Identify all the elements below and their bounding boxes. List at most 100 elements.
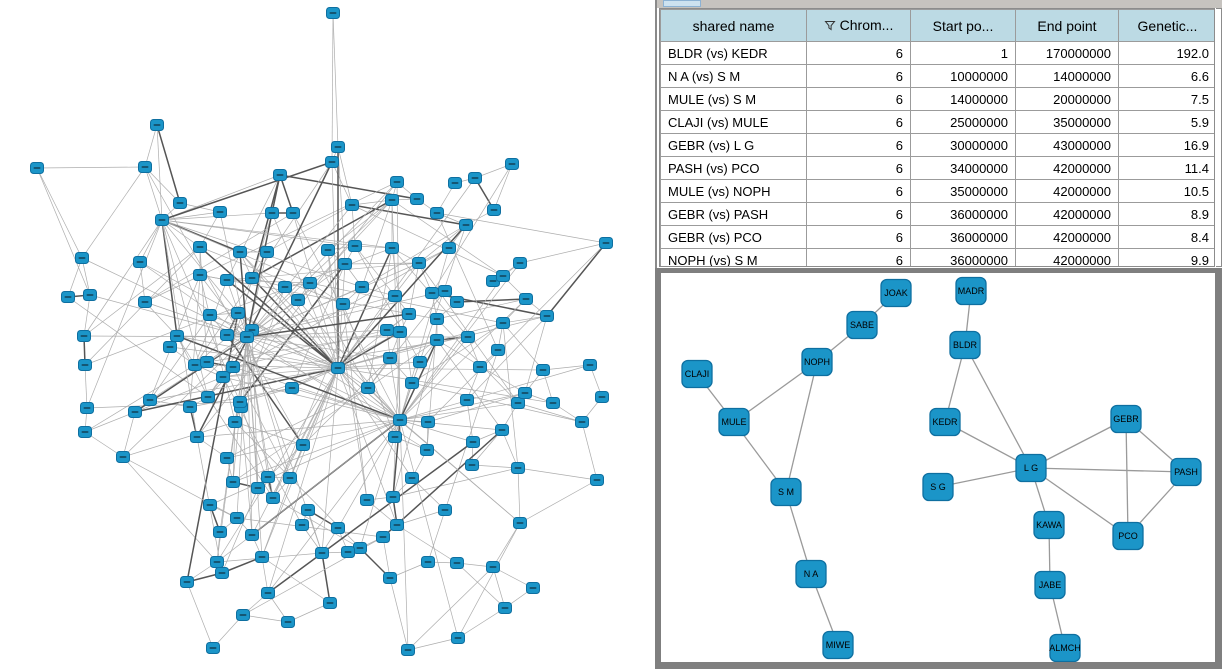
- network-node[interactable]: [261, 471, 275, 483]
- network-node[interactable]: [518, 387, 532, 399]
- cell-value[interactable]: 6: [806, 225, 911, 249]
- table-row[interactable]: GEBR (vs) PASH 6 36000000 42000000 8.9: [660, 202, 1214, 226]
- network-node[interactable]: [278, 281, 292, 293]
- network-node[interactable]: [451, 632, 465, 644]
- column-header-start-point[interactable]: Start po...: [910, 9, 1016, 42]
- subnetwork-edge-L_G-PCO[interactable]: [1030, 467, 1129, 537]
- cell-value[interactable]: 170000000: [1015, 41, 1119, 65]
- cell-value[interactable]: 6: [806, 179, 911, 203]
- node-KAWA[interactable]: KAWA: [1033, 510, 1065, 540]
- cell-value[interactable]: 6: [806, 248, 911, 266]
- cell-value[interactable]: 42000000: [1015, 179, 1119, 203]
- network-node[interactable]: [388, 290, 402, 302]
- network-node[interactable]: [245, 529, 259, 541]
- network-node[interactable]: [301, 504, 315, 516]
- network-node[interactable]: [595, 391, 609, 403]
- network-node[interactable]: [536, 364, 550, 376]
- network-node[interactable]: [461, 331, 475, 343]
- network-node[interactable]: [496, 317, 510, 329]
- cell-value[interactable]: 6: [806, 64, 911, 88]
- cell-shared-name[interactable]: PASH (vs) PCO: [660, 156, 807, 180]
- cell-value[interactable]: 6: [806, 156, 911, 180]
- network-node[interactable]: [355, 281, 369, 293]
- column-header-end-point[interactable]: End point: [1015, 9, 1119, 42]
- network-node[interactable]: [380, 324, 394, 336]
- network-node[interactable]: [466, 436, 480, 448]
- network-node[interactable]: [220, 452, 234, 464]
- cell-value[interactable]: 43000000: [1015, 133, 1119, 157]
- network-node[interactable]: [513, 517, 527, 529]
- network-node[interactable]: [215, 567, 229, 579]
- node-MADR[interactable]: MADR: [955, 276, 987, 306]
- network-node[interactable]: [283, 472, 297, 484]
- network-node[interactable]: [390, 176, 404, 188]
- network-node[interactable]: [326, 7, 340, 19]
- network-node[interactable]: [303, 277, 317, 289]
- node-GEBR[interactable]: GEBR: [1110, 404, 1142, 434]
- cell-shared-name[interactable]: MULE (vs) S M: [660, 87, 807, 111]
- table-row[interactable]: CLAJI (vs) MULE 6 25000000 35000000 5.9: [660, 110, 1214, 134]
- network-node[interactable]: [203, 499, 217, 511]
- network-node[interactable]: [410, 193, 424, 205]
- network-node[interactable]: [450, 557, 464, 569]
- network-node[interactable]: [421, 416, 435, 428]
- network-node[interactable]: [348, 240, 362, 252]
- network-node[interactable]: [519, 293, 533, 305]
- cell-value[interactable]: 36000000: [910, 248, 1016, 266]
- cell-value[interactable]: 36000000: [910, 202, 1016, 226]
- subnetwork-edge-GEBR-PCO[interactable]: [1125, 418, 1129, 537]
- network-node[interactable]: [286, 207, 300, 219]
- network-node[interactable]: [430, 313, 444, 325]
- node-MIWE[interactable]: MIWE: [822, 630, 854, 660]
- network-node[interactable]: [459, 219, 473, 231]
- network-node[interactable]: [360, 494, 374, 506]
- network-node[interactable]: [491, 344, 505, 356]
- network-node[interactable]: [448, 177, 462, 189]
- cell-shared-name[interactable]: GEBR (vs) PASH: [660, 202, 807, 226]
- cell-shared-name[interactable]: MULE (vs) NOPH: [660, 179, 807, 203]
- network-node[interactable]: [405, 377, 419, 389]
- network-node[interactable]: [546, 397, 560, 409]
- column-header-chromosome[interactable]: Chrom...: [806, 9, 911, 42]
- network-node[interactable]: [465, 459, 479, 471]
- network-node[interactable]: [438, 285, 452, 297]
- subnetwork-edge-NOPH-S_M[interactable]: [785, 361, 818, 493]
- network-node[interactable]: [133, 256, 147, 268]
- network-node[interactable]: [323, 597, 337, 609]
- node-JOAK[interactable]: JOAK: [880, 278, 912, 308]
- subnetwork-edge-L_G-GEBR[interactable]: [1030, 418, 1127, 469]
- node-ALMCH[interactable]: ALMCH: [1049, 633, 1081, 662]
- network-node[interactable]: [473, 361, 487, 373]
- network-node[interactable]: [143, 394, 157, 406]
- network-node[interactable]: [486, 561, 500, 573]
- network-node[interactable]: [430, 334, 444, 346]
- cell-value[interactable]: 42000000: [1015, 248, 1119, 266]
- network-node[interactable]: [116, 451, 130, 463]
- cell-value[interactable]: 10.5: [1118, 179, 1214, 203]
- network-node[interactable]: [236, 609, 250, 621]
- network-node[interactable]: [296, 439, 310, 451]
- cell-shared-name[interactable]: BLDR (vs) KEDR: [660, 41, 807, 65]
- network-node[interactable]: [233, 396, 247, 408]
- network-node[interactable]: [383, 352, 397, 364]
- cell-value[interactable]: 35000000: [1015, 110, 1119, 134]
- network-node[interactable]: [511, 397, 525, 409]
- network-node[interactable]: [240, 331, 254, 343]
- cell-value[interactable]: 1: [910, 41, 1016, 65]
- network-node[interactable]: [331, 522, 345, 534]
- network-node[interactable]: [540, 310, 554, 322]
- cell-value[interactable]: 10000000: [910, 64, 1016, 88]
- cell-value[interactable]: 30000000: [910, 133, 1016, 157]
- network-node[interactable]: [273, 169, 287, 181]
- network-node[interactable]: [383, 572, 397, 584]
- cell-value[interactable]: 35000000: [910, 179, 1016, 203]
- network-node[interactable]: [331, 362, 345, 374]
- network-node[interactable]: [83, 289, 97, 301]
- network-node[interactable]: [321, 244, 335, 256]
- network-node[interactable]: [201, 391, 215, 403]
- network-node[interactable]: [405, 472, 419, 484]
- table-row[interactable]: NOPH (vs) S M 6 36000000 42000000 9.9: [660, 248, 1214, 266]
- cell-value[interactable]: 42000000: [1015, 225, 1119, 249]
- network-node[interactable]: [266, 492, 280, 504]
- table-row[interactable]: N A (vs) S M 6 10000000 14000000 6.6: [660, 64, 1214, 88]
